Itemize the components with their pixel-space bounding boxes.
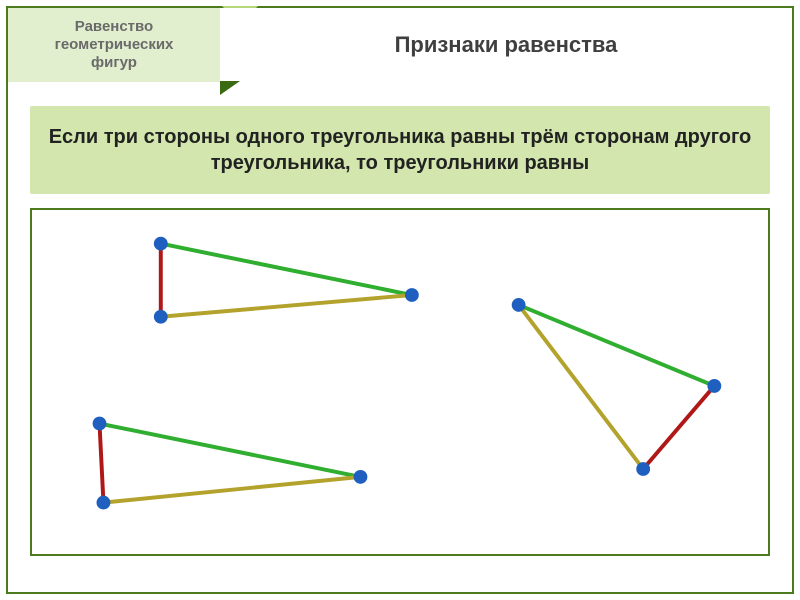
tab-line: геометрических bbox=[55, 36, 174, 54]
triangle-side bbox=[99, 424, 360, 477]
triangles-svg bbox=[32, 210, 768, 554]
triangle-side bbox=[161, 244, 412, 295]
tab-line: Равенство bbox=[75, 18, 153, 36]
triangle-side bbox=[99, 424, 103, 503]
inner-frame: Равенство геометрических фигур Признаки … bbox=[6, 6, 794, 594]
header: Равенство геометрических фигур Признаки … bbox=[8, 8, 792, 82]
header-title: Признаки равенства bbox=[220, 8, 792, 82]
triangle-vertex bbox=[154, 310, 168, 324]
corner-wedge bbox=[220, 81, 240, 95]
triangle-vertex bbox=[636, 462, 650, 476]
outer-frame: Равенство геометрических фигур Признаки … bbox=[0, 0, 800, 600]
diagram-canvas bbox=[30, 208, 770, 556]
triangle-vertex bbox=[93, 417, 107, 431]
triangle-vertex bbox=[512, 298, 526, 312]
left-tab: Равенство геометрических фигур bbox=[8, 8, 220, 82]
triangle-vertex bbox=[405, 288, 419, 302]
triangle-side bbox=[161, 295, 412, 317]
tab-line: фигур bbox=[91, 54, 137, 72]
triangle-vertex bbox=[154, 237, 168, 251]
triangle-side bbox=[103, 477, 360, 503]
triangle-side bbox=[643, 386, 714, 469]
triangle-vertex bbox=[354, 470, 368, 484]
theorem-box: Если три стороны одного треугольника рав… bbox=[30, 106, 770, 194]
triangle-vertex bbox=[97, 496, 111, 510]
triangle-vertex bbox=[707, 379, 721, 393]
